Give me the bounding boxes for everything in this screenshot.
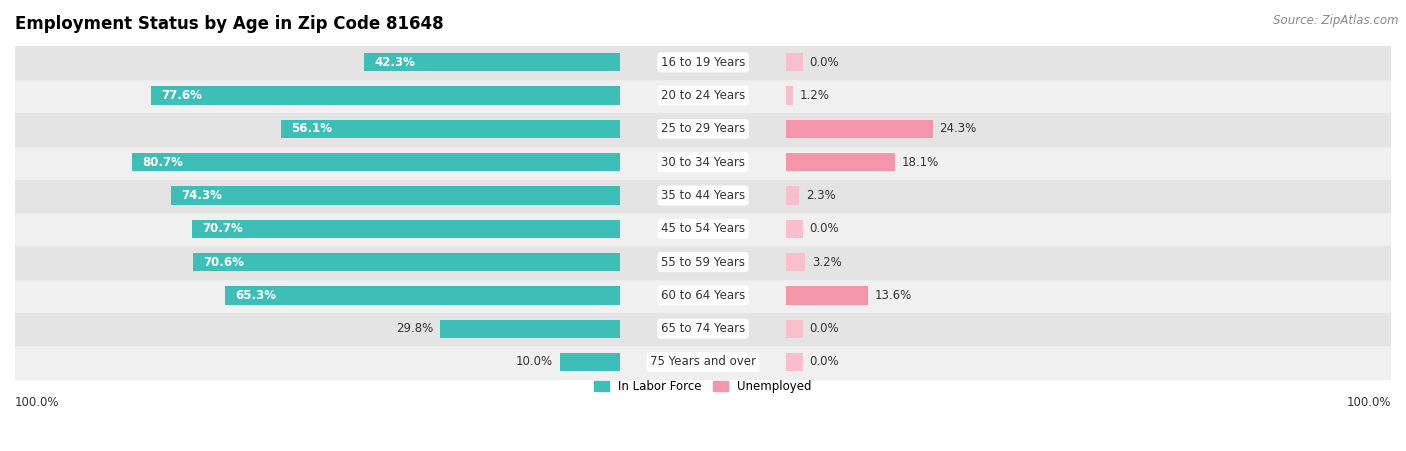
Text: 80.7%: 80.7%: [142, 156, 183, 169]
Bar: [170, 186, 620, 205]
Text: 35 to 44 Years: 35 to 44 Years: [661, 189, 745, 202]
Bar: [15, 312, 1391, 345]
Bar: [786, 153, 896, 171]
Bar: [15, 79, 1391, 112]
Text: 55 to 59 Years: 55 to 59 Years: [661, 256, 745, 269]
Text: 10.0%: 10.0%: [516, 355, 553, 368]
Bar: [225, 286, 620, 304]
Bar: [786, 87, 793, 105]
Bar: [193, 253, 620, 271]
Bar: [150, 87, 620, 105]
Bar: [786, 253, 804, 271]
Text: 29.8%: 29.8%: [396, 322, 433, 335]
Bar: [786, 353, 803, 371]
Text: 0.0%: 0.0%: [810, 355, 839, 368]
Text: 100.0%: 100.0%: [1347, 396, 1391, 409]
Text: 56.1%: 56.1%: [291, 122, 332, 135]
Text: 20 to 24 Years: 20 to 24 Years: [661, 89, 745, 102]
Legend: In Labor Force, Unemployed: In Labor Force, Unemployed: [595, 380, 811, 393]
Text: 24.3%: 24.3%: [939, 122, 977, 135]
Text: 74.3%: 74.3%: [181, 189, 222, 202]
Text: Source: ZipAtlas.com: Source: ZipAtlas.com: [1274, 14, 1399, 27]
Text: 42.3%: 42.3%: [374, 56, 416, 69]
Text: 65.3%: 65.3%: [235, 289, 277, 302]
Text: Employment Status by Age in Zip Code 81648: Employment Status by Age in Zip Code 816…: [15, 15, 444, 33]
Bar: [786, 319, 803, 338]
Text: 1.2%: 1.2%: [800, 89, 830, 102]
Text: 25 to 29 Years: 25 to 29 Years: [661, 122, 745, 135]
Text: 75 Years and over: 75 Years and over: [650, 355, 756, 368]
Text: 77.6%: 77.6%: [160, 89, 202, 102]
Bar: [786, 286, 868, 304]
Bar: [786, 53, 803, 71]
Text: 0.0%: 0.0%: [810, 222, 839, 235]
Text: 0.0%: 0.0%: [810, 56, 839, 69]
Bar: [786, 220, 803, 238]
Text: 100.0%: 100.0%: [15, 396, 59, 409]
Bar: [786, 186, 800, 205]
Bar: [786, 120, 932, 138]
Bar: [364, 53, 620, 71]
Bar: [15, 46, 1391, 79]
Bar: [15, 212, 1391, 245]
Bar: [560, 353, 620, 371]
Bar: [132, 153, 620, 171]
Text: 70.7%: 70.7%: [202, 222, 243, 235]
Bar: [15, 179, 1391, 212]
Bar: [786, 120, 932, 138]
Text: 18.1%: 18.1%: [903, 156, 939, 169]
Text: 60 to 64 Years: 60 to 64 Years: [661, 289, 745, 302]
Text: 45 to 54 Years: 45 to 54 Years: [661, 222, 745, 235]
Text: 16 to 19 Years: 16 to 19 Years: [661, 56, 745, 69]
Text: 13.6%: 13.6%: [875, 289, 912, 302]
Bar: [15, 245, 1391, 279]
Text: 65 to 74 Years: 65 to 74 Years: [661, 322, 745, 335]
Text: 30 to 34 Years: 30 to 34 Years: [661, 156, 745, 169]
Bar: [786, 286, 868, 304]
Bar: [15, 345, 1391, 379]
Bar: [440, 319, 620, 338]
Text: 3.2%: 3.2%: [811, 256, 842, 269]
Bar: [15, 112, 1391, 146]
Text: 70.6%: 70.6%: [204, 256, 245, 269]
Bar: [281, 120, 620, 138]
Bar: [193, 220, 620, 238]
Text: 0.0%: 0.0%: [810, 322, 839, 335]
Bar: [15, 279, 1391, 312]
Text: 2.3%: 2.3%: [807, 189, 837, 202]
Bar: [15, 146, 1391, 179]
Bar: [786, 153, 896, 171]
